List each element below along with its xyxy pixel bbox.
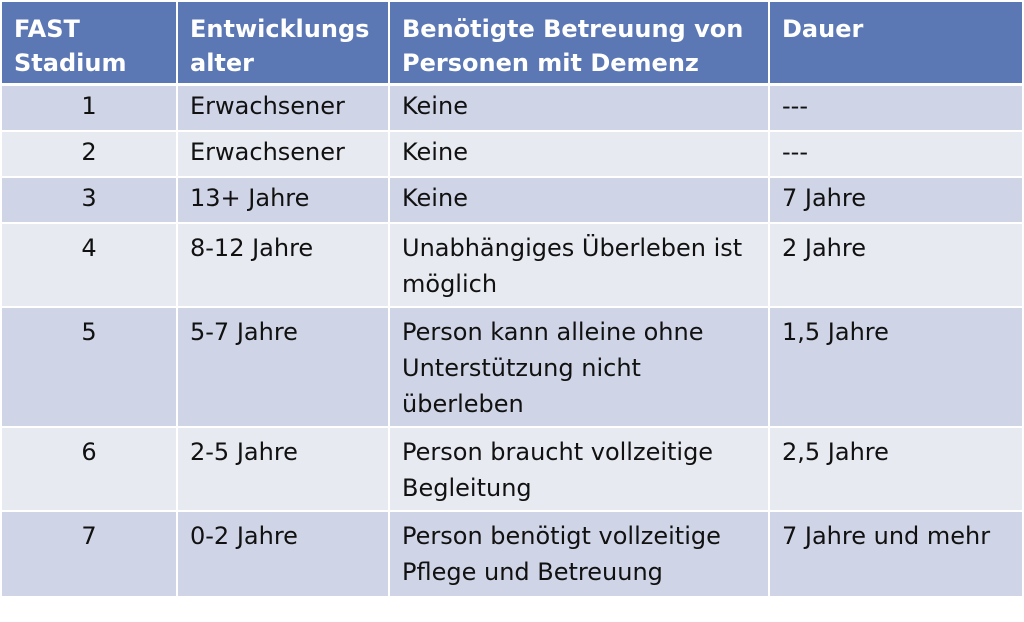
cell-care: Keine (390, 132, 770, 178)
cell-stage: 4 (2, 224, 178, 308)
cell-stage: 2 (2, 132, 178, 178)
cell-care: Keine (390, 86, 770, 132)
cell-age: Erwachsener (178, 86, 390, 132)
cell-care: Person kann alleine ohne Unterstützung n… (390, 308, 770, 428)
cell-duration: 7 Jahre (770, 178, 1022, 224)
cell-age: 13+ Jahre (178, 178, 390, 224)
table-header-row: FAST Stadium Entwicklungs alter Benötigt… (2, 2, 1022, 86)
header-benoetigte-betreuung: Benötigte Betreuung von Personen mit Dem… (390, 2, 770, 86)
cell-duration: 2,5 Jahre (770, 428, 1022, 512)
cell-care: Person braucht vollzeitige Begleitung (390, 428, 770, 512)
table-row: 7 0-2 Jahre Person benötigt vollzeitige … (2, 512, 1022, 596)
fast-stage-table: FAST Stadium Entwicklungs alter Benötigt… (2, 2, 1022, 596)
table-row: 3 13+ Jahre Keine 7 Jahre (2, 178, 1022, 224)
cell-stage: 7 (2, 512, 178, 596)
cell-duration: 1,5 Jahre (770, 308, 1022, 428)
table-row: 2 Erwachsener Keine --- (2, 132, 1022, 178)
cell-age: 8-12 Jahre (178, 224, 390, 308)
cell-stage: 1 (2, 86, 178, 132)
table-row: 1 Erwachsener Keine --- (2, 86, 1022, 132)
cell-care: Unabhängiges Überleben ist möglich (390, 224, 770, 308)
cell-age: 5-7 Jahre (178, 308, 390, 428)
header-dauer: Dauer (770, 2, 1022, 86)
cell-duration: --- (770, 86, 1022, 132)
cell-age: 0-2 Jahre (178, 512, 390, 596)
cell-duration: 7 Jahre und mehr (770, 512, 1022, 596)
cell-care: Person benötigt vollzeitige Pflege und B… (390, 512, 770, 596)
cell-stage: 6 (2, 428, 178, 512)
cell-age: 2-5 Jahre (178, 428, 390, 512)
fast-stage-table-container: FAST Stadium Entwicklungs alter Benötigt… (2, 2, 1022, 596)
cell-stage: 5 (2, 308, 178, 428)
header-fast-stadium: FAST Stadium (2, 2, 178, 86)
cell-care: Keine (390, 178, 770, 224)
cell-stage: 3 (2, 178, 178, 224)
table-row: 4 8-12 Jahre Unabhängiges Überleben ist … (2, 224, 1022, 308)
cell-duration: --- (770, 132, 1022, 178)
table-row: 5 5-7 Jahre Person kann alleine ohne Unt… (2, 308, 1022, 428)
header-entwicklungsalter: Entwicklungs alter (178, 2, 390, 86)
cell-age: Erwachsener (178, 132, 390, 178)
table-row: 6 2-5 Jahre Person braucht vollzeitige B… (2, 428, 1022, 512)
cell-duration: 2 Jahre (770, 224, 1022, 308)
